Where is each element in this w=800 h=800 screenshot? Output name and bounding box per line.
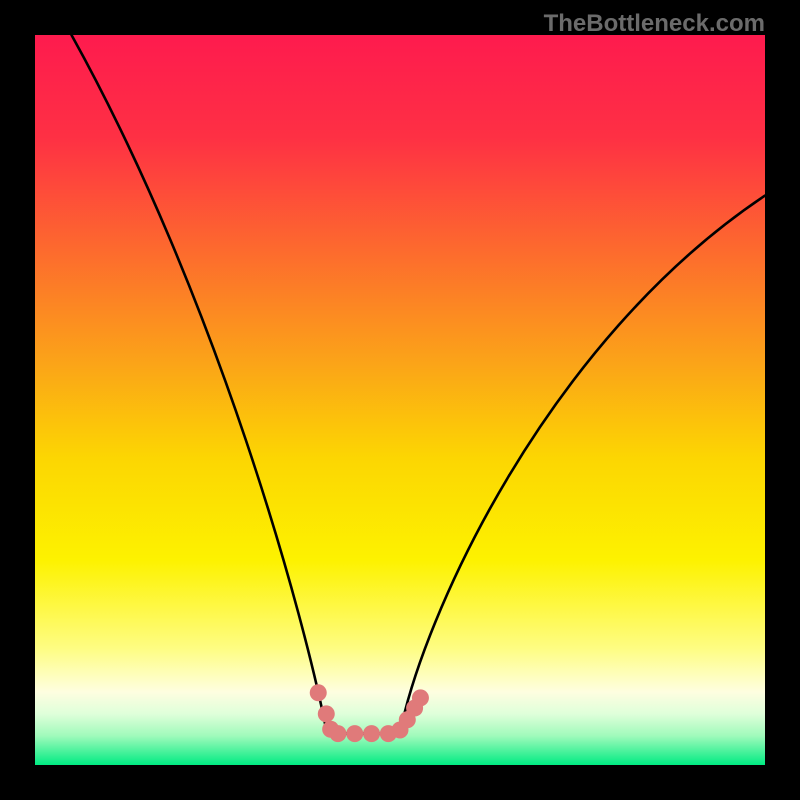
watermark-text: TheBottleneck.com [544,10,765,38]
marker-dot [346,725,363,742]
marker-dot [329,725,346,742]
gradient-background [35,35,765,765]
marker-dot [412,689,429,706]
marker-dot [310,684,327,701]
marker-dot [363,725,380,742]
chart-frame: TheBottleneck.com [0,0,800,800]
marker-dot [318,705,335,722]
bottleneck-chart [35,35,765,765]
